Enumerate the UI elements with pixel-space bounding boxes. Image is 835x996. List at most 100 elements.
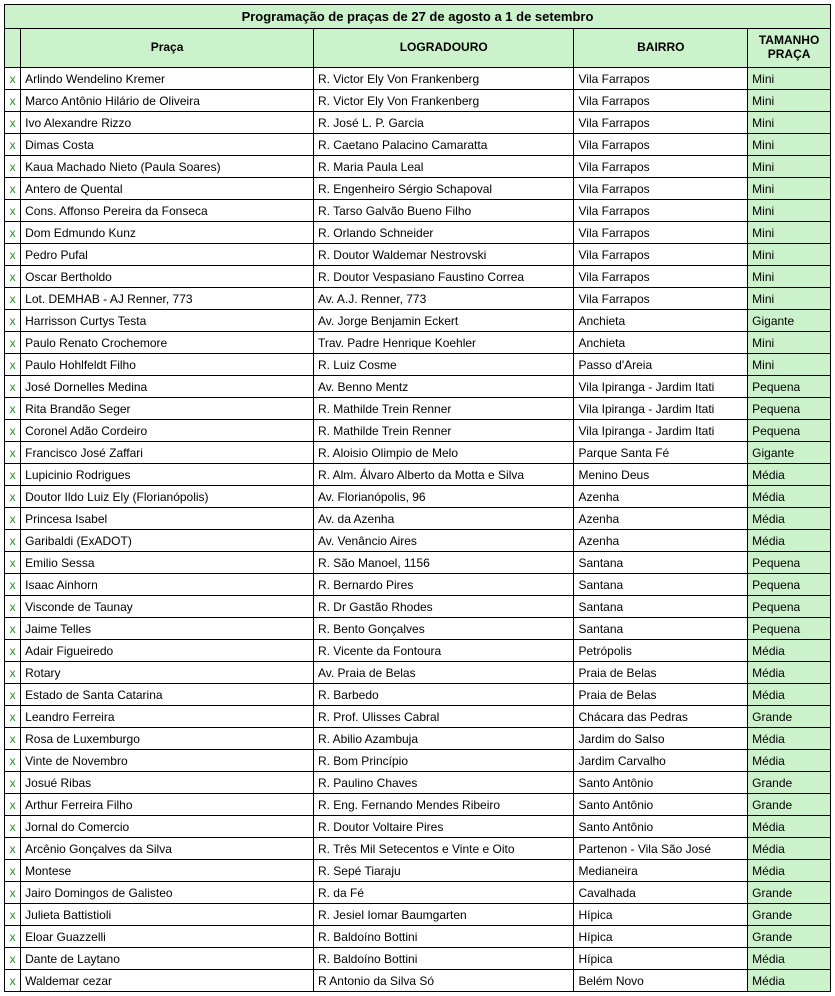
row-mark: x: [5, 354, 21, 376]
table-row: xEmilio SessaR. São Manoel, 1156SantanaP…: [5, 552, 831, 574]
cell-logradouro: R. Sepé Tiaraju: [313, 860, 574, 882]
cell-bairro: Hípica: [574, 948, 748, 970]
cell-bairro: Vila Farrapos: [574, 156, 748, 178]
table-row: xPrincesa IsabelAv. da AzenhaAzenhaMédia: [5, 508, 831, 530]
table-row: xVinte de NovembroR. Bom PrincípioJardim…: [5, 750, 831, 772]
table-row: xRosa de LuxemburgoR. Abilio AzambujaJar…: [5, 728, 831, 750]
cell-bairro: Santo Antônio: [574, 794, 748, 816]
table-row: xIsaac AinhornR. Bernardo PiresSantanaPe…: [5, 574, 831, 596]
cell-tamanho: Média: [748, 816, 831, 838]
table-row: xDoutor Ildo Luiz Ely (Florianópolis)Av.…: [5, 486, 831, 508]
cell-praca: Marco Antônio Hilário de Oliveira: [21, 90, 314, 112]
cell-praca: Ivo Alexandre Rizzo: [21, 112, 314, 134]
cell-tamanho: Grande: [748, 926, 831, 948]
row-mark: x: [5, 464, 21, 486]
row-mark: x: [5, 684, 21, 706]
cell-logradouro: R. Barbedo: [313, 684, 574, 706]
row-mark: x: [5, 310, 21, 332]
row-mark: x: [5, 882, 21, 904]
table-row: xHarrisson Curtys TestaAv. Jorge Benjami…: [5, 310, 831, 332]
cell-praca: Eloar Guazzelli: [21, 926, 314, 948]
cell-praca: Jaime Telles: [21, 618, 314, 640]
cell-bairro: Menino Deus: [574, 464, 748, 486]
cell-tamanho: Grande: [748, 772, 831, 794]
row-mark: x: [5, 486, 21, 508]
row-mark: x: [5, 838, 21, 860]
cell-tamanho: Média: [748, 970, 831, 992]
cell-logradouro: Av. Florianópolis, 96: [313, 486, 574, 508]
row-mark: x: [5, 970, 21, 992]
cell-praca: Rotary: [21, 662, 314, 684]
cell-praca: Rita Brandão Seger: [21, 398, 314, 420]
cell-logradouro: Trav. Padre Henrique Koehler: [313, 332, 574, 354]
table-row: xDante de LaytanoR. Baldoíno BottiniHípi…: [5, 948, 831, 970]
row-mark: x: [5, 926, 21, 948]
cell-tamanho: Média: [748, 662, 831, 684]
cell-bairro: Praia de Belas: [574, 662, 748, 684]
schedule-table: Programação de praças de 27 de agosto a …: [4, 4, 831, 992]
table-row: xAdair FigueiredoR. Vicente da FontouraP…: [5, 640, 831, 662]
cell-bairro: Hípica: [574, 926, 748, 948]
row-mark: x: [5, 596, 21, 618]
table-row: xKaua Machado Nieto (Paula Soares)R. Mar…: [5, 156, 831, 178]
cell-praca: Dimas Costa: [21, 134, 314, 156]
cell-logradouro: R. Vicente da Fontoura: [313, 640, 574, 662]
cell-tamanho: Pequena: [748, 574, 831, 596]
row-mark: x: [5, 68, 21, 90]
cell-tamanho: Média: [748, 684, 831, 706]
cell-praca: Kaua Machado Nieto (Paula Soares): [21, 156, 314, 178]
header-x: [5, 29, 21, 68]
cell-logradouro: R. José L. P. Garcia: [313, 112, 574, 134]
cell-logradouro: R. Caetano Palacino Camaratta: [313, 134, 574, 156]
cell-tamanho: Média: [748, 728, 831, 750]
cell-logradouro: R. Bento Gonçalves: [313, 618, 574, 640]
cell-bairro: Partenon - Vila São José: [574, 838, 748, 860]
row-mark: x: [5, 332, 21, 354]
cell-tamanho: Mini: [748, 288, 831, 310]
title-row: Programação de praças de 27 de agosto a …: [5, 5, 831, 29]
cell-logradouro: R. Paulino Chaves: [313, 772, 574, 794]
cell-tamanho: Pequena: [748, 596, 831, 618]
table-row: xJaime TellesR. Bento GonçalvesSantanaPe…: [5, 618, 831, 640]
table-row: xGaribaldi (ExADOT)Av. Venâncio AiresAze…: [5, 530, 831, 552]
cell-bairro: Parque Santa Fé: [574, 442, 748, 464]
table-row: xVisconde de TaunayR. Dr Gastão RhodesSa…: [5, 596, 831, 618]
cell-logradouro: R. Orlando Schneider: [313, 222, 574, 244]
cell-logradouro: R. Doutor Vespasiano Faustino Correa: [313, 266, 574, 288]
cell-logradouro: Av. da Azenha: [313, 508, 574, 530]
cell-praca: Adair Figueiredo: [21, 640, 314, 662]
cell-praca: Leandro Ferreira: [21, 706, 314, 728]
table-row: xLupicinio RodriguesR. Alm. Álvaro Alber…: [5, 464, 831, 486]
cell-tamanho: Mini: [748, 156, 831, 178]
cell-bairro: Santo Antônio: [574, 816, 748, 838]
table-body: xArlindo Wendelino KremerR. Victor Ely V…: [5, 68, 831, 992]
cell-tamanho: Média: [748, 530, 831, 552]
cell-logradouro: Av. Benno Mentz: [313, 376, 574, 398]
row-mark: x: [5, 90, 21, 112]
row-mark: x: [5, 200, 21, 222]
cell-logradouro: Av. Praia de Belas: [313, 662, 574, 684]
table-row: xCoronel Adão CordeiroR. Mathilde Trein …: [5, 420, 831, 442]
cell-praca: Dante de Laytano: [21, 948, 314, 970]
table-row: xDimas CostaR. Caetano Palacino Camaratt…: [5, 134, 831, 156]
cell-logradouro: R. Aloisio Olimpio de Melo: [313, 442, 574, 464]
table-row: xJulieta BattistioliR. Jesiel Iomar Baum…: [5, 904, 831, 926]
cell-logradouro: R. Jesiel Iomar Baumgarten: [313, 904, 574, 926]
cell-tamanho: Mini: [748, 178, 831, 200]
table-row: xIvo Alexandre RizzoR. José L. P. Garcia…: [5, 112, 831, 134]
cell-bairro: Azenha: [574, 530, 748, 552]
cell-logradouro: R. Engenheiro Sérgio Schapoval: [313, 178, 574, 200]
table-row: xJosé Dornelles MedinaAv. Benno MentzVil…: [5, 376, 831, 398]
cell-logradouro: R. Três Mil Setecentos e Vinte e Oito: [313, 838, 574, 860]
cell-bairro: Belém Novo: [574, 970, 748, 992]
table-row: xArcênio Gonçalves da SilvaR. Três Mil S…: [5, 838, 831, 860]
row-mark: x: [5, 288, 21, 310]
cell-logradouro: R. Prof. Ulisses Cabral: [313, 706, 574, 728]
row-mark: x: [5, 112, 21, 134]
table-row: xJornal do ComercioR. Doutor Voltaire Pi…: [5, 816, 831, 838]
cell-logradouro: R. Dr Gastão Rhodes: [313, 596, 574, 618]
row-mark: x: [5, 794, 21, 816]
cell-logradouro: R. Eng. Fernando Mendes Ribeiro: [313, 794, 574, 816]
cell-praca: Vinte de Novembro: [21, 750, 314, 772]
cell-bairro: Jardim do Salso: [574, 728, 748, 750]
